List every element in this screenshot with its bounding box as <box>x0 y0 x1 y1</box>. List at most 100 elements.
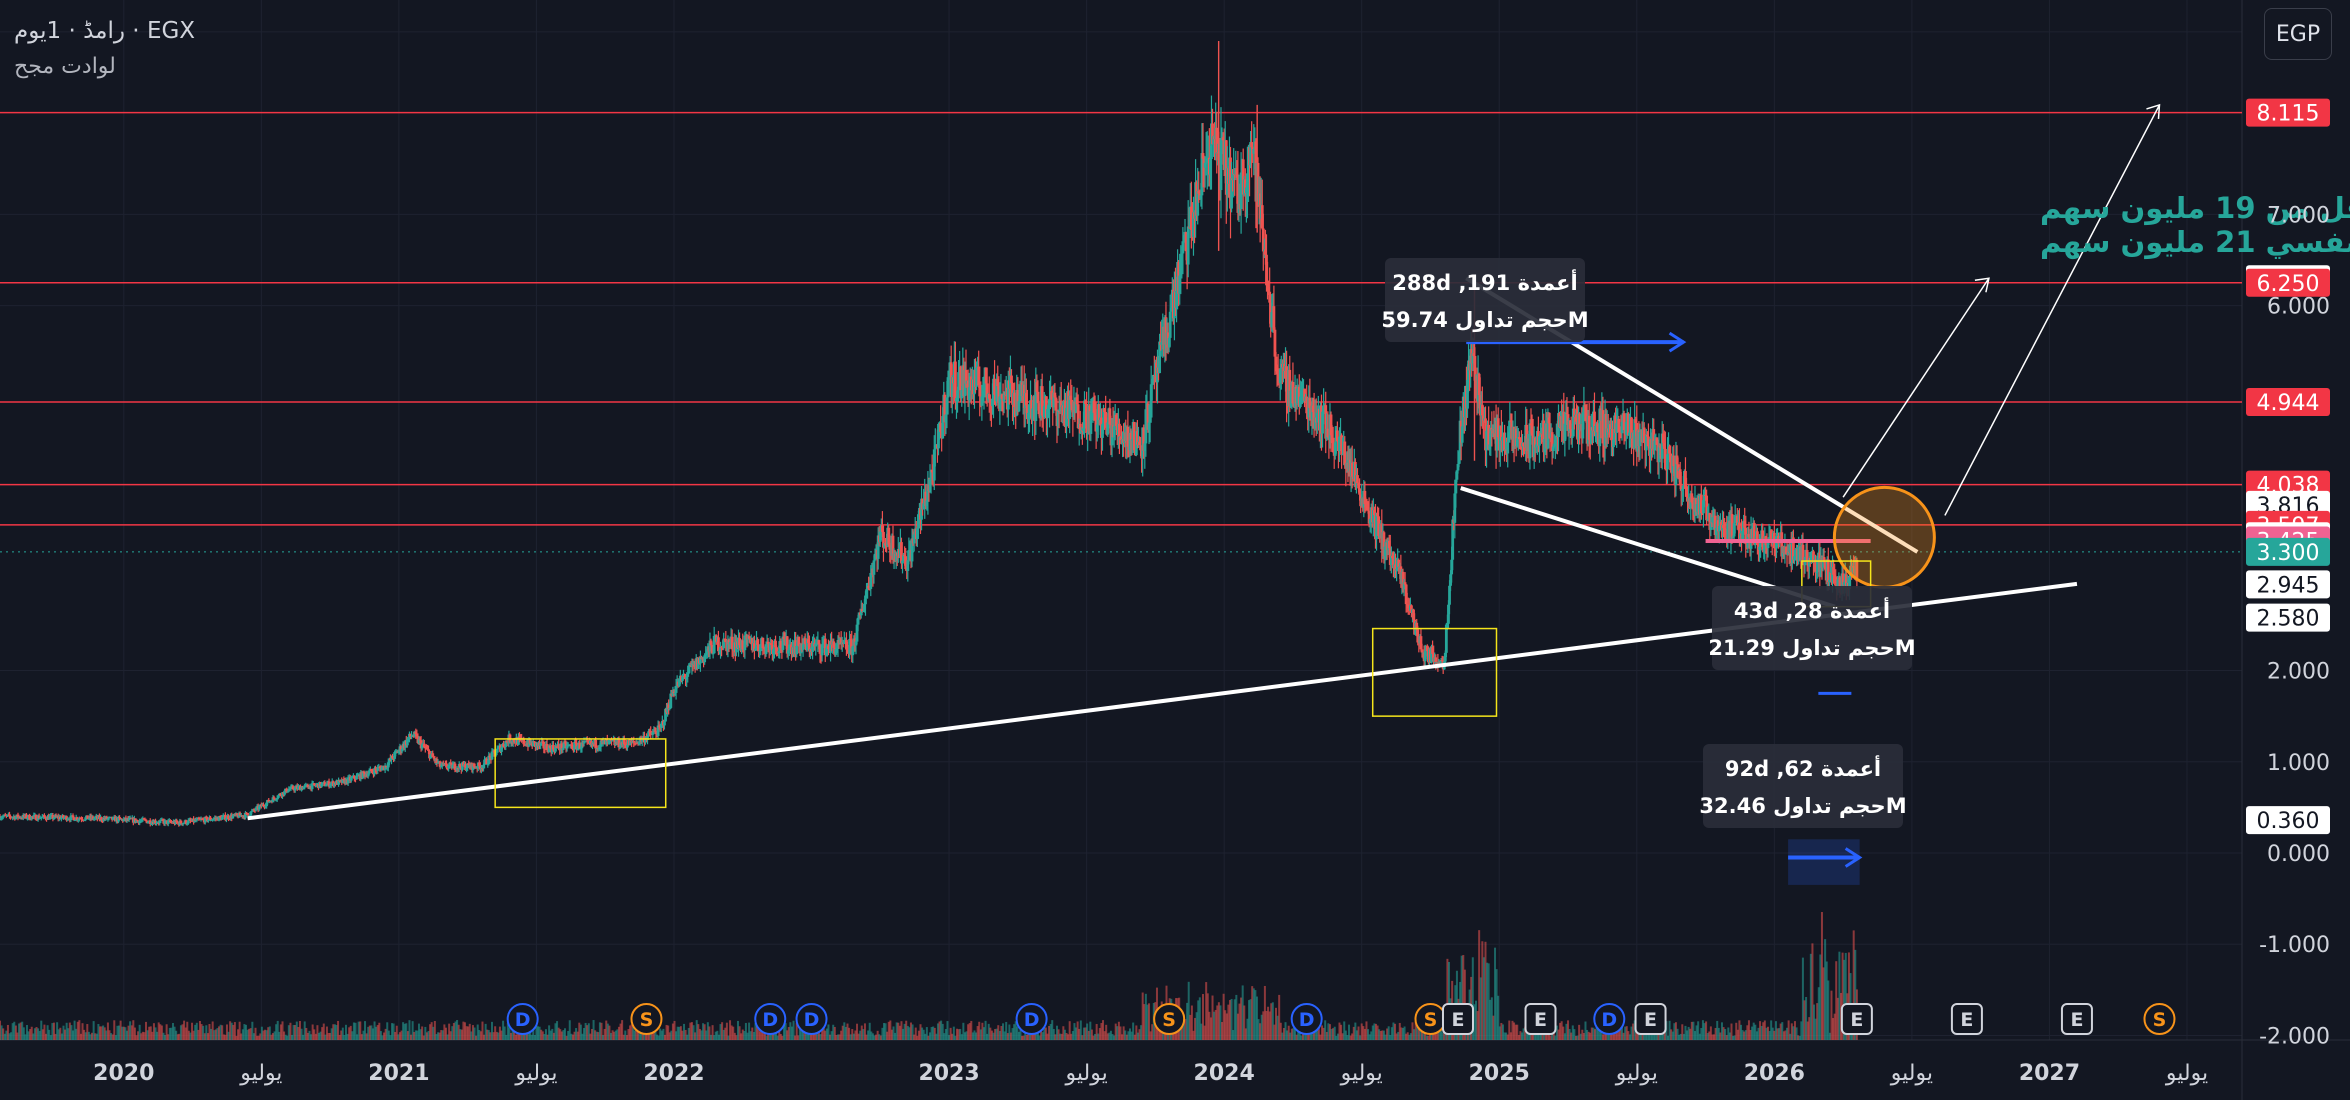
volume-bar <box>118 1025 121 1040</box>
volume-bar <box>630 1024 633 1040</box>
candle-body <box>505 741 509 743</box>
volume-bar <box>1501 1024 1504 1040</box>
annotation-text: عدد اسهم حرة اقل من 19 مليون سهم <box>2040 191 2350 225</box>
candle-body <box>891 535 895 559</box>
candle-body <box>1509 420 1513 423</box>
volume-bar <box>856 1023 859 1040</box>
volume-bar <box>721 1022 724 1040</box>
volume-bar <box>1800 1021 1803 1040</box>
volume-bar <box>917 1030 920 1040</box>
candle-body <box>144 819 148 821</box>
candle-body <box>1264 249 1267 255</box>
candle-body <box>930 469 934 473</box>
volume-bar <box>276 1020 279 1040</box>
candle-body <box>1444 624 1448 653</box>
candle-body <box>1660 433 1664 459</box>
candle-body <box>1471 353 1475 364</box>
candle-body <box>671 691 675 697</box>
volume-bar <box>1700 1027 1703 1040</box>
candle-body <box>1855 559 1859 582</box>
volume-bar <box>1832 1018 1835 1040</box>
candle-body <box>651 732 655 735</box>
volume-bar <box>830 1031 833 1040</box>
volume-bar <box>267 1027 270 1040</box>
candle-body <box>1401 571 1405 590</box>
candle-body <box>717 637 720 652</box>
candle-body <box>34 814 38 820</box>
candle-body <box>728 641 732 645</box>
volume-bar <box>1052 1029 1055 1040</box>
volume-bar <box>852 1033 855 1040</box>
split-marker <box>630 1003 663 1035</box>
volume-bar <box>624 1030 627 1040</box>
currency-button[interactable]: EGP <box>2264 8 2332 60</box>
volume-bar <box>391 1023 394 1040</box>
candle-body <box>448 762 452 766</box>
candle-body <box>1756 531 1759 546</box>
volume-bar <box>1217 1002 1220 1040</box>
candle-body <box>414 731 418 735</box>
volume-bar <box>1689 1028 1692 1040</box>
candle-body <box>244 812 247 818</box>
volume-bar <box>1494 947 1497 1040</box>
range-arrow-head <box>1668 331 1687 353</box>
candle-body <box>937 423 940 449</box>
candle-body <box>634 742 638 744</box>
candle-body <box>1622 413 1626 430</box>
candle-body <box>1075 397 1079 405</box>
volume-bar <box>1002 1023 1005 1040</box>
candle-body <box>356 775 360 777</box>
candle-body <box>1529 423 1533 426</box>
volume-bar <box>952 1026 955 1040</box>
volume-bar <box>1244 1028 1247 1040</box>
candle-body <box>916 514 920 529</box>
volume-bar <box>30 1026 33 1040</box>
volume-bar <box>617 1026 620 1040</box>
volume-bar <box>425 1032 428 1040</box>
volume-bar <box>259 1033 262 1040</box>
volume-bar <box>84 1032 87 1040</box>
volume-bar <box>27 1031 30 1040</box>
candle-body <box>166 820 170 824</box>
volume-bar <box>1714 1027 1717 1040</box>
candle-body <box>1652 429 1656 451</box>
volume-bar <box>1441 1032 1444 1040</box>
projection-arrow <box>1842 277 1990 498</box>
candle-body <box>327 781 331 787</box>
volume-bar <box>1362 1026 1365 1040</box>
volume-bar <box>1833 1013 1836 1040</box>
volume-bar <box>922 1029 925 1040</box>
candle-body <box>1665 469 1668 471</box>
candle-body <box>1668 446 1671 454</box>
candle-body <box>915 528 919 540</box>
volume-bar <box>370 1025 373 1040</box>
candle-body <box>1581 412 1585 439</box>
candle-body <box>907 550 911 561</box>
candle-body <box>562 742 566 749</box>
volume-bar <box>692 1025 695 1040</box>
candle-body <box>189 819 192 821</box>
volume-bar <box>540 1029 543 1040</box>
volume-bar <box>1290 1028 1293 1040</box>
candle-body <box>1375 512 1378 540</box>
candle-body <box>267 799 271 803</box>
candle-body <box>1273 329 1277 357</box>
candle-body <box>1160 342 1164 345</box>
volume-bar <box>1592 1027 1595 1040</box>
candle-body <box>1774 548 1777 550</box>
volume-bar <box>1352 1026 1355 1040</box>
candle-body <box>1569 428 1573 439</box>
volume-bar <box>394 1031 397 1040</box>
candle-body <box>80 818 83 820</box>
volume-bar <box>938 1021 941 1040</box>
candle-body <box>1147 422 1151 430</box>
candle-body <box>485 758 489 765</box>
volume-bar <box>1097 1033 1100 1040</box>
candle-body <box>747 636 751 639</box>
volume-bar <box>678 1026 681 1040</box>
candle-body <box>1144 409 1148 444</box>
volume-bar <box>479 1031 482 1040</box>
candle-body <box>1710 522 1714 524</box>
volume-bar <box>562 1030 565 1040</box>
